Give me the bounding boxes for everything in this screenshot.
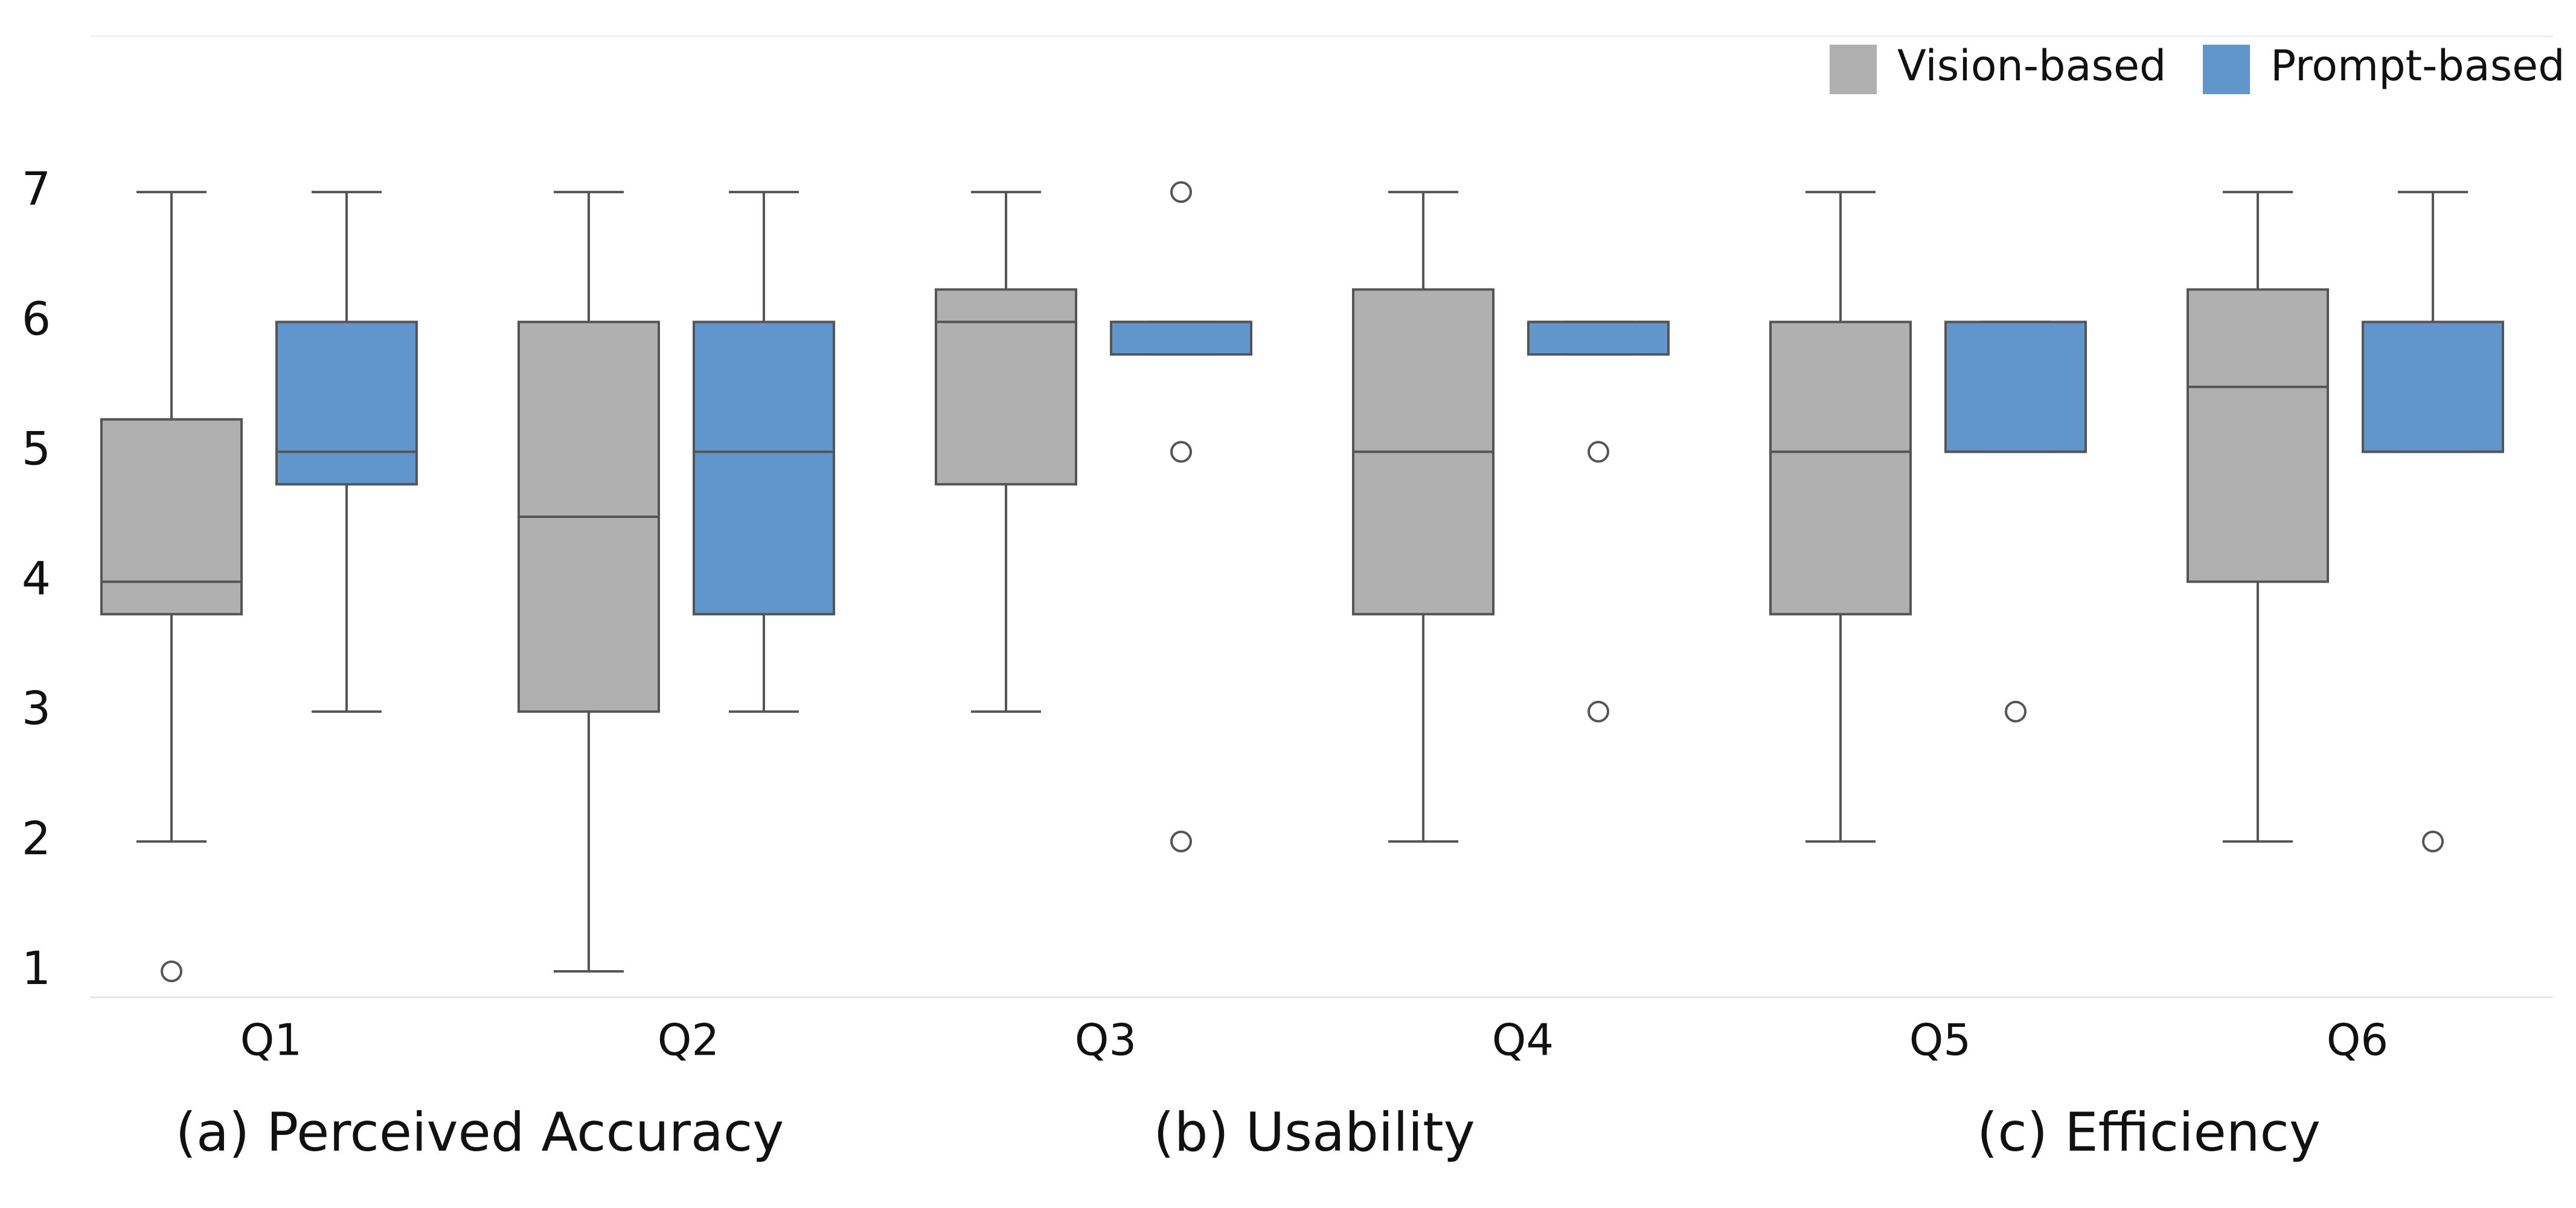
box	[2362, 321, 2504, 453]
x-tick-label: Q2	[658, 1015, 719, 1066]
x-tick-label: Q5	[1909, 1015, 1971, 1066]
x-tick-label: Q1	[240, 1015, 302, 1066]
legend-swatch	[2203, 45, 2250, 94]
y-tick-label: 3	[22, 682, 51, 735]
box	[1944, 321, 2087, 453]
y-tick-label: 5	[22, 421, 51, 475]
box	[100, 418, 243, 616]
y-tick-label: 1	[22, 941, 51, 995]
y-tick-label: 6	[22, 292, 51, 345]
box	[1769, 321, 1912, 616]
outlier	[1170, 441, 1192, 463]
x-tick-label: Q3	[1075, 1015, 1136, 1066]
outlier	[1588, 700, 1609, 723]
outlier	[1588, 441, 1609, 463]
y-tick-label: 4	[22, 552, 51, 606]
outlier	[1170, 181, 1192, 203]
legend-label: Prompt-based	[2270, 41, 2565, 91]
legend-label: Vision-based	[1897, 41, 2166, 91]
group-label: (c) Efficiency	[1977, 1101, 2321, 1163]
outlier	[161, 960, 182, 982]
legend-swatch	[1830, 45, 1877, 94]
group-label: (a) Perceived Accuracy	[176, 1101, 784, 1163]
box	[2187, 288, 2329, 583]
x-tick-label: Q4	[1492, 1015, 1554, 1066]
x-tick-label: Q6	[2327, 1015, 2388, 1066]
box	[693, 321, 835, 616]
outlier	[1170, 830, 1192, 852]
y-tick-label: 2	[22, 811, 51, 865]
outlier	[2422, 830, 2444, 852]
outlier	[2005, 700, 2027, 723]
box	[1527, 321, 1670, 356]
box	[1110, 321, 1252, 356]
box	[935, 288, 1077, 486]
y-tick-label: 7	[22, 162, 51, 216]
box	[275, 321, 418, 486]
group-label: (b) Usability	[1153, 1101, 1475, 1163]
